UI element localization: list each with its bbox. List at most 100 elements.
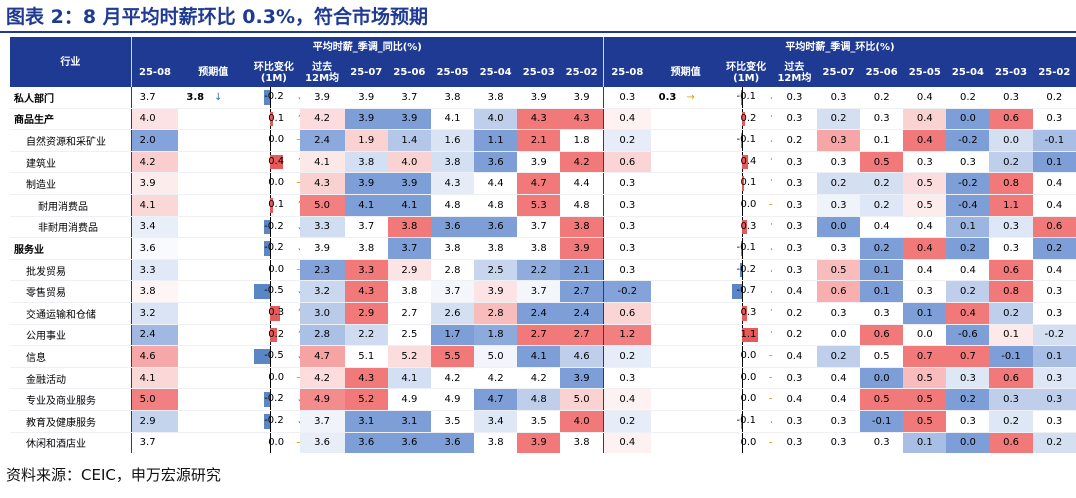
mom-col-header: 过去 12M均 — [771, 58, 817, 87]
mom-current-value: 0.6 — [602, 151, 651, 174]
yoy-change-axis — [270, 87, 272, 108]
yoy-current-value: 2.0 — [130, 129, 179, 152]
mom-change-value: 0.4 — [740, 155, 757, 167]
table-row: 服务业3.6-0.2↓3.93.83.73.83.83.83.90.3-0.1↓… — [10, 237, 1076, 260]
yoy-history-value: 3.8 — [387, 216, 431, 239]
yoy-forecast-value: 3.8 — [186, 91, 205, 103]
yoy-change-cell: 0.0 → — [248, 367, 300, 390]
mom-change-value: 0.3 — [740, 220, 757, 232]
yoy-group-header: 平均时薪_季调_同比(%) — [130, 37, 604, 58]
yoy-history-value: 4.1 — [387, 194, 431, 217]
table-row: 教育及健康服务2.9-0.2↓3.73.13.13.53.43.54.00.2-… — [10, 410, 1076, 433]
mom-12m-average: 0.4 — [771, 388, 817, 411]
yoy-history-value: 2.5 — [474, 259, 518, 282]
table-row: 耐用消费品4.10.1↑5.04.14.14.84.85.34.80.30.0→… — [10, 194, 1076, 217]
yoy-forecast-cell — [178, 324, 249, 347]
yoy-forecast-cell — [178, 194, 249, 217]
mom-change-cell: 0.0 → — [720, 194, 772, 217]
yoy-change-axis — [270, 410, 272, 432]
mom-history-value: 0.1 — [860, 280, 904, 303]
mom-history-value: 0.0 — [816, 324, 861, 347]
mom-forecast-cell — [650, 151, 721, 174]
mom-change-cell: 0.0 → — [720, 367, 772, 390]
yoy-forecast-cell — [178, 151, 249, 174]
table-row: 公用事业2.40.2↑2.82.22.51.71.82.72.71.21.1↑0… — [10, 324, 1076, 347]
yoy-current-value: 2.9 — [130, 410, 179, 433]
yoy-change-value: 0.2 — [268, 328, 285, 340]
yoy-12m-average: 2.4 — [299, 129, 345, 152]
yoy-forecast-cell — [178, 302, 249, 325]
mom-current-value: 1.2 — [602, 324, 651, 347]
mom-history-value: 0.4 — [903, 259, 947, 282]
mom-history-value: 0.3 — [1032, 108, 1076, 131]
mom-change-bar — [742, 176, 744, 191]
mom-change-bar — [741, 133, 743, 148]
mom-current-value: 0.4 — [602, 388, 651, 411]
yoy-history-value: 3.8 — [560, 432, 604, 453]
mom-history-value: 0.1 — [1032, 151, 1076, 174]
yoy-history-value: 1.9 — [344, 129, 388, 152]
mom-history-value: 0.3 — [1032, 280, 1076, 303]
mom-change-bar — [741, 241, 743, 256]
mom-current-value: 0.2 — [602, 129, 651, 152]
mom-change-cell: -0.1 ↓ — [720, 87, 772, 109]
yoy-history-value: 1.1 — [474, 129, 518, 152]
mom-history-value: 0.4 — [860, 216, 904, 239]
yoy-12m-average: 2.3 — [299, 259, 345, 282]
mom-history-value: 0.3 — [1032, 367, 1076, 390]
mom-change-bar — [739, 262, 743, 278]
yoy-12m-average: 3.7 — [299, 410, 345, 433]
arrow-flat-icon: → — [768, 433, 771, 453]
yoy-history-value: 2.1 — [560, 259, 604, 282]
mom-history-value: 0.3 — [816, 87, 861, 109]
yoy-col-header: 25-07 — [344, 58, 388, 87]
yoy-history-value: 4.3 — [430, 172, 475, 195]
mom-col-header: 25-06 — [860, 58, 904, 87]
mom-history-value: 0.6 — [860, 324, 904, 347]
mom-history-value: 0.3 — [860, 432, 904, 453]
mom-col-header: 预期值 — [650, 58, 721, 87]
mom-12m-average: 0.3 — [771, 194, 817, 217]
mom-history-value: 0.3 — [816, 129, 861, 152]
header-row-columns: 25-08 预期值 环比变化 (1M) 过去 12M均 25-07 25-06 25-05 25-… — [10, 58, 1076, 87]
mom-change-value: 0.0 — [740, 393, 757, 405]
mom-history-value: 0.5 — [903, 172, 947, 195]
mom-history-value: 0.3 — [1032, 302, 1076, 325]
yoy-current-value: 3.2 — [130, 302, 179, 325]
table-row: 非耐用消费品3.4-0.2↓3.33.73.83.63.63.73.80.30.… — [10, 216, 1076, 239]
yoy-history-value: 2.9 — [344, 302, 388, 325]
yoy-change-bar — [263, 241, 271, 256]
yoy-history-value: 4.8 — [517, 388, 561, 411]
mom-col-header: 25-08 — [602, 58, 651, 87]
mom-change-cell: -0.1 ↓ — [720, 410, 772, 433]
mom-current-value: -0.2 — [602, 280, 651, 303]
mom-history-value: 0.3 — [903, 151, 947, 174]
mom-forecast-cell — [650, 388, 721, 411]
mom-change-axis — [742, 281, 744, 302]
mom-history-value: 0.3 — [816, 302, 861, 325]
yoy-history-value: 5.0 — [560, 388, 604, 411]
mom-12m-average: 0.4 — [771, 280, 817, 303]
yoy-history-value: 1.8 — [474, 324, 518, 347]
yoy-change-cell: -0.2 ↓ — [248, 216, 300, 239]
yoy-current-value: 4.1 — [130, 194, 179, 217]
mom-history-value: 0.4 — [1032, 259, 1076, 282]
mom-history-value: 0.4 — [903, 237, 947, 260]
yoy-history-value: 1.4 — [387, 129, 431, 152]
mom-history-value: 0.6 — [989, 432, 1033, 453]
yoy-history-value: 2.4 — [517, 302, 561, 325]
yoy-12m-average: 4.2 — [299, 108, 345, 131]
table-row: 信息4.6-0.5↓4.75.15.25.55.04.14.60.20.0→0.… — [10, 345, 1076, 368]
yoy-history-value: 3.8 — [430, 151, 475, 174]
yoy-forecast-cell — [178, 388, 249, 411]
mom-change-axis — [742, 87, 744, 108]
mom-col-header: 环比变化 (1M) — [720, 58, 772, 87]
mom-history-value: -0.2 — [946, 172, 990, 195]
mom-change-axis — [742, 432, 744, 453]
yoy-history-value: 3.7 — [387, 87, 431, 109]
mom-change-cell: 0.0 → — [720, 388, 772, 411]
mom-change-bar — [732, 284, 743, 299]
yoy-change-value: -0.2 — [264, 91, 284, 102]
arrow-down-icon: ↓ — [296, 87, 299, 107]
mom-history-value: 0.8 — [989, 280, 1033, 303]
